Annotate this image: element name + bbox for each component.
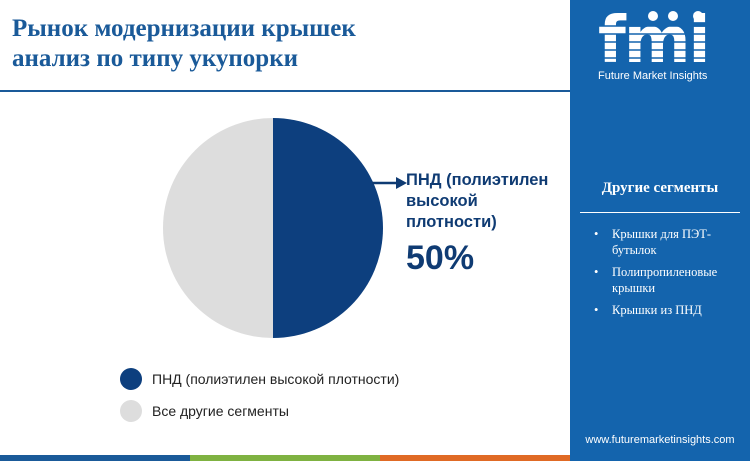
sidebar: fmi Future Market Insights Другие сегмен… <box>570 0 750 461</box>
website-link[interactable]: www.futuremarketinsights.com <box>585 434 735 446</box>
legend-item-other: Все другие сегменты <box>120 397 399 425</box>
list-item: • Полипропиленовые крышки <box>594 264 744 296</box>
pie-slice-1 <box>163 118 273 338</box>
legend-item-hdpe: ПНД (полиэтилен высокой плотности) <box>120 365 399 393</box>
callout-value: 50% <box>406 239 475 277</box>
list-item: • Крышки из ПНД <box>594 302 744 318</box>
globe-icon <box>693 11 703 21</box>
chart-legend: ПНД (полиэтилен высокой плотности) Все д… <box>120 365 399 429</box>
list-item-line: Полипропиленовые <box>612 265 718 279</box>
list-item-line: Крышки для ПЭТ- <box>612 227 712 241</box>
logo-caption: Future Market Insights <box>598 70 708 82</box>
other-segments-list: • Крышки для ПЭТ- бутылок • Полипропилен… <box>594 226 744 324</box>
pie-slice-0 <box>273 118 383 338</box>
title-divider <box>0 90 570 92</box>
legend-label: ПНД (полиэтилен высокой плотности) <box>152 371 400 387</box>
fmi-logo: fmi <box>598 8 726 68</box>
bullet-icon: • <box>594 303 599 317</box>
callout-label-line: ПНД (полиэтилен <box>406 171 549 189</box>
callout-label: ПНД (полиэтилен высокой плотности) <box>406 170 571 233</box>
legend-swatch <box>120 368 142 390</box>
callout-arrow-icon <box>372 177 407 189</box>
pie-chart <box>163 118 383 338</box>
bullet-icon: • <box>594 265 599 279</box>
legend-label: Все другие сегменты <box>152 403 289 419</box>
footer-stripe <box>380 455 570 461</box>
callout-label-line: плотности) <box>406 213 497 231</box>
list-item-line: Крышки из ПНД <box>612 303 702 317</box>
footer-stripe <box>190 455 380 461</box>
list-item-line: бутылок <box>612 243 657 257</box>
list-item-line: крышки <box>612 281 656 295</box>
globe-icon <box>668 11 678 21</box>
title-line-2: анализ по типу укупорки <box>12 45 299 72</box>
bullet-icon: • <box>594 227 599 241</box>
list-item: • Крышки для ПЭТ- бутылок <box>594 226 744 258</box>
sidebar-divider <box>580 212 740 213</box>
title-line-1: Рынок модернизации крышек <box>12 15 356 42</box>
footer-stripe <box>0 455 190 461</box>
callout-label-line: высокой <box>406 192 478 210</box>
page-title: Рынок модернизации крышек анализ по типу… <box>12 14 552 74</box>
sidebar-section-title: Другие сегменты <box>601 180 719 196</box>
legend-swatch <box>120 400 142 422</box>
globe-icon <box>648 11 658 21</box>
